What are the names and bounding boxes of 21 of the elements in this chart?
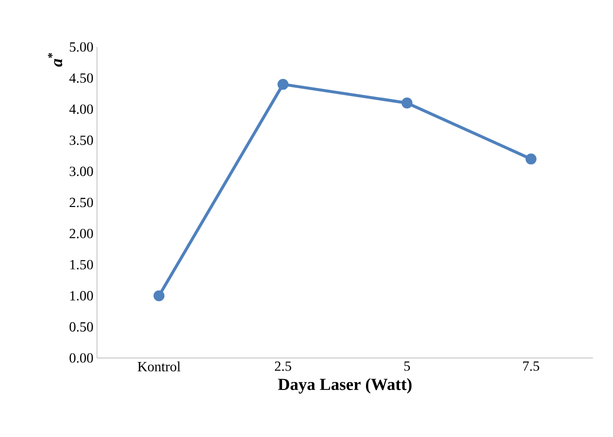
y-tick-label: 3.50: [70, 136, 93, 146]
y-axis-title: a$^{*}$: [48, 52, 62, 67]
y-tick-label: 0.00: [70, 353, 93, 363]
point: [154, 290, 164, 302]
point: [402, 97, 412, 108]
y-tick-label: 4.50: [69, 73, 93, 83]
point: [278, 78, 288, 90]
point: [526, 153, 536, 164]
x-tick-label: Kontrol: [138, 362, 180, 372]
x-tick-label: 7.5: [523, 362, 540, 371]
y-tick-label: 5.00: [70, 42, 93, 52]
y-tick-label: 4.00: [69, 104, 93, 114]
x-axis-title: Daya Laser (Watt): [278, 378, 412, 394]
y-tick-label: 2.00: [70, 228, 93, 238]
y-tick-label: 0.50: [70, 322, 93, 332]
y-tick-label: 3.00: [70, 166, 93, 176]
y-tick-label: 1.00: [70, 291, 93, 301]
x-tick-label: 5: [404, 362, 410, 371]
y-tick-label: 2.50: [70, 198, 93, 208]
x-tick-label: 2.5: [274, 362, 292, 371]
y-tick-label: 1.50: [70, 260, 93, 270]
